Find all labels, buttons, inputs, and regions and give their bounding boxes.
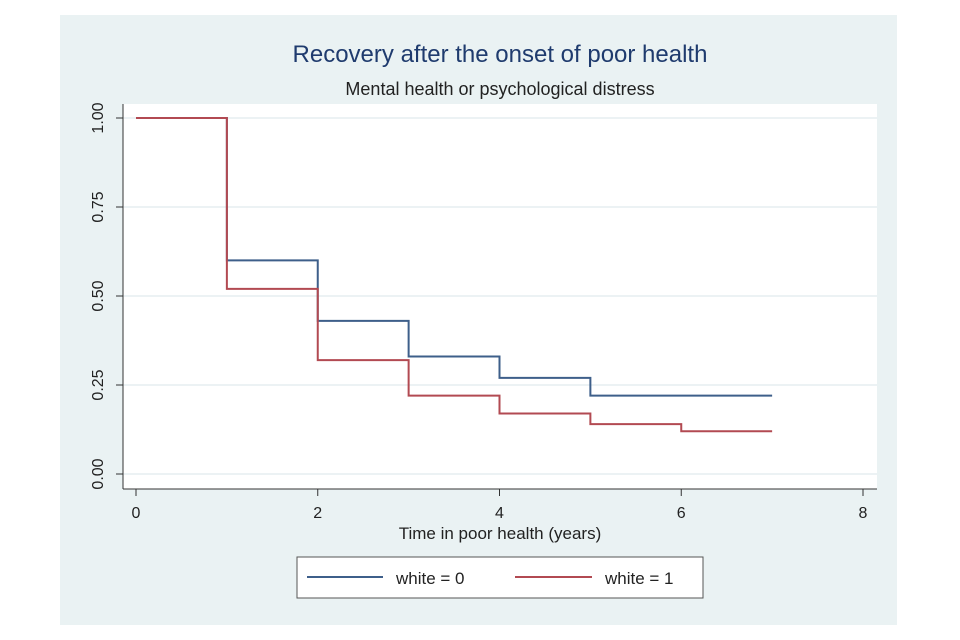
x-tick-label: 4 [495,505,504,522]
series-lines [136,117,773,433]
x-tick-label: 8 [859,505,868,522]
legend-label-white-1: white = 1 [604,569,674,588]
chart-subtitle: Mental health or psychological distress [345,79,654,99]
x-axis-title: Time in poor health (years) [399,524,602,543]
y-tick-label: 1.00 [90,102,107,133]
y-tick-label: 0.50 [90,280,107,311]
y-tick-label: 0.75 [90,191,107,222]
y-tick-label: 0.25 [90,369,107,400]
chart-title: Recovery after the onset of poor health [293,41,708,68]
axis-ticks: 0.00 0.25 0.50 0.75 1.00 0 2 4 6 8 [90,102,868,522]
x-tick-label: 2 [313,505,322,522]
x-tick-label: 6 [677,505,686,522]
legend-label-white-0: white = 0 [395,569,465,588]
grid-lines [123,117,877,475]
x-tick-label: 0 [132,505,141,522]
y-tick-label: 0.00 [90,458,107,489]
series-line-white-1 [136,117,773,433]
